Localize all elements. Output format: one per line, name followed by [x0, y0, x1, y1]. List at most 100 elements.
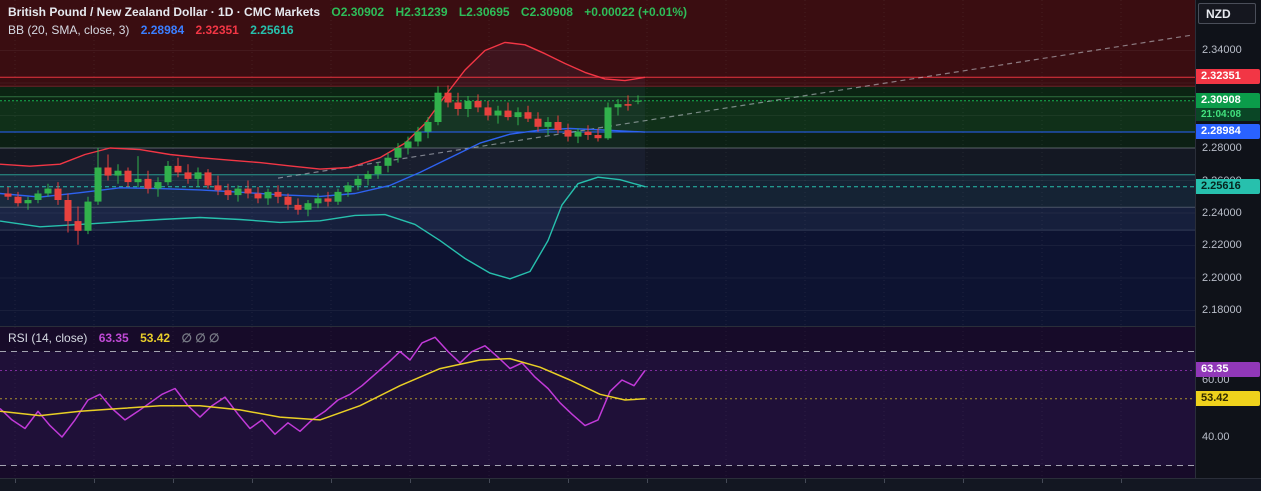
time-axis[interactable]: [0, 478, 1261, 491]
rsi-indicator-legend[interactable]: RSI (14, close) 63.35 53.42 ∅ ∅ ∅: [8, 331, 219, 345]
candle-body: [464, 100, 472, 109]
candle-body: [534, 118, 542, 127]
candle: [234, 185, 242, 202]
bb-basis-price-badge-text: 2.28984: [1201, 125, 1241, 137]
candle-body: [284, 196, 292, 205]
candle: [24, 196, 32, 210]
candle: [324, 191, 332, 207]
candle-body: [294, 204, 302, 210]
candle: [534, 112, 542, 132]
candle-body: [244, 188, 252, 194]
candle: [184, 164, 192, 184]
rsi-value: 63.35: [98, 331, 129, 345]
candle-body: [374, 165, 382, 174]
price-axis-label: 2.18000: [1202, 304, 1242, 316]
candle: [114, 164, 122, 184]
candle: [254, 187, 262, 204]
time-axis-tick: [568, 479, 569, 483]
candle-body: [314, 198, 322, 204]
symbol-title: British Pound / New Zealand Dollar · 1D …: [8, 5, 321, 19]
time-axis-tick: [15, 479, 16, 483]
candle-body: [154, 182, 162, 189]
time-axis-tick: [805, 479, 806, 483]
candle-body: [504, 110, 512, 118]
time-axis-tick: [94, 479, 95, 483]
candle: [374, 162, 382, 179]
candle: [564, 123, 572, 142]
candle-body: [364, 174, 372, 179]
rsi-value-badge: 63.35: [1196, 362, 1260, 377]
candle-body: [494, 110, 502, 116]
candle-body: [434, 92, 442, 122]
candle-body: [214, 185, 222, 191]
rsi-ma-badge-text: 53.42: [1201, 392, 1229, 404]
rsi-value-badge-text: 63.35: [1201, 363, 1229, 375]
bb-upper-value: 2.32351: [195, 23, 239, 37]
candle-body: [114, 170, 122, 176]
rsi-chart-canvas[interactable]: [0, 327, 1195, 478]
candle-body: [324, 198, 332, 202]
time-axis-tick: [489, 479, 490, 483]
candle-body: [4, 193, 12, 197]
candle: [584, 125, 592, 140]
candle: [444, 85, 452, 108]
candle-body: [454, 102, 462, 109]
candle-body: [604, 107, 612, 139]
candles: [4, 85, 642, 245]
candle: [454, 92, 462, 116]
candle: [574, 128, 582, 144]
symbol-search-box[interactable]: NZD: [1198, 3, 1256, 24]
bb-indicator-legend[interactable]: BB (20, SMA, close, 3) 2.28984 2.32351 2…: [8, 23, 294, 37]
candle: [604, 102, 612, 140]
candle: [224, 183, 232, 200]
ohlc-low: L2.30695: [458, 5, 510, 19]
price-zone: [0, 174, 1195, 208]
rsi-ma-value: 53.42: [140, 331, 171, 345]
rsi-axis-label: 60.00: [1202, 374, 1230, 386]
price-axis-label: 2.28000: [1202, 142, 1242, 154]
time-axis-tick: [647, 479, 648, 483]
candle-body: [174, 165, 182, 173]
ohlc-close: C2.30908: [520, 5, 573, 19]
symbol-box-text: NZD: [1206, 7, 1231, 21]
symbol-legend[interactable]: British Pound / New Zealand Dollar · 1D …: [8, 5, 687, 19]
candle-body: [394, 148, 402, 158]
candle-body: [544, 122, 552, 127]
time-axis-tick: [173, 479, 174, 483]
candle: [164, 161, 172, 186]
candle-body: [84, 201, 92, 231]
candle-body: [144, 178, 152, 189]
candle: [474, 94, 482, 113]
ohlc-open: O2.30902: [331, 5, 385, 19]
bb-upper-line: [0, 41, 646, 170]
bb-lower-price-badge: 2.25616: [1196, 179, 1260, 194]
price-chart-canvas[interactable]: [0, 0, 1195, 326]
candle: [14, 191, 22, 207]
candle: [104, 154, 112, 181]
candle: [154, 177, 162, 197]
candle-body: [384, 157, 392, 166]
time-axis-tick: [1042, 479, 1043, 483]
trend-line[interactable]: [277, 34, 1193, 179]
time-axis-tick: [252, 479, 253, 483]
candle: [624, 95, 632, 111]
candle-body: [594, 135, 602, 139]
candle-body: [224, 190, 232, 196]
price-axis-label: 2.22000: [1202, 239, 1242, 251]
rsi-label: RSI (14, close): [8, 331, 88, 345]
bb-label: BB (20, SMA, close, 3): [8, 23, 130, 37]
price-axis-label: 2.20000: [1202, 272, 1242, 284]
candle-body: [54, 188, 62, 200]
pane-separator[interactable]: [0, 326, 1261, 327]
candle: [594, 128, 602, 142]
candle-body: [194, 172, 202, 179]
last-price-badge-text: 2.30908: [1201, 94, 1241, 106]
candle-body: [414, 131, 422, 142]
candle-body: [354, 178, 362, 186]
time-axis-tick: [410, 479, 411, 483]
candle-body: [74, 221, 82, 231]
candle: [314, 193, 322, 209]
price-axis[interactable]: NZD 2.340002.280002.260002.240002.220002…: [1195, 0, 1261, 478]
price-zone: [0, 230, 1195, 326]
ohlc-change: +0.00022 (+0.01%): [584, 5, 688, 19]
